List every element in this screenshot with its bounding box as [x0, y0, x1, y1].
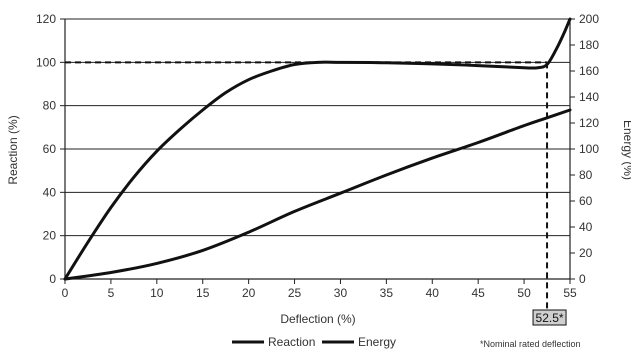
x-tick-label: 25 [288, 286, 302, 300]
y2-tick-label: 120 [579, 116, 599, 130]
legend-label-energy: Energy [358, 335, 396, 349]
x-tick-label: 5 [108, 286, 115, 300]
y2-tick-label: 100 [579, 142, 599, 156]
x-axis-ticks: 0 5 10 15 20 25 30 35 40 45 50 55 [62, 279, 577, 300]
x-tick-label: 35 [380, 286, 394, 300]
y2-tick-label: 140 [579, 90, 599, 104]
nominal-deflection-callout [532, 309, 567, 326]
nominal-deflection-label: 52.5* [536, 311, 564, 325]
y2-axis-label: Energy (%) [621, 120, 631, 180]
legend-label-reaction: Reaction [268, 335, 315, 349]
y2-tick-label: 0 [579, 272, 586, 286]
footnote: *Nominal rated deflection [480, 339, 581, 349]
y-tick-label: 120 [36, 12, 56, 26]
y-tick-label: 0 [49, 272, 56, 286]
legend: Reaction Energy [232, 335, 396, 349]
x-tick-label: 15 [196, 286, 210, 300]
y-tick-label: 20 [43, 229, 57, 243]
y2-tick-label: 20 [579, 246, 593, 260]
y-axis-label: Reaction (%) [6, 115, 20, 184]
y2-tick-label: 200 [579, 12, 599, 26]
y-tick-label: 80 [43, 99, 57, 113]
y2-tick-label: 180 [579, 38, 599, 52]
y-tick-label: 40 [43, 185, 57, 199]
y2-tick-label: 40 [579, 220, 593, 234]
x-tick-label: 55 [563, 286, 577, 300]
reference-lines: 52.5* [65, 61, 567, 326]
x-tick-label: 20 [242, 286, 256, 300]
x-axis-label: Deflection (%) [280, 312, 355, 326]
y2-tick-label: 60 [579, 194, 593, 208]
x-tick-label: 45 [472, 286, 486, 300]
y2-tick-label: 160 [579, 64, 599, 78]
x-tick-label: 50 [517, 286, 531, 300]
x-tick-label: 10 [150, 286, 164, 300]
x-tick-label: 0 [62, 286, 69, 300]
y-axis-ticks: 0 20 40 60 80 100 120 [36, 12, 65, 286]
series-line-energy [63, 108, 572, 281]
y2-axis-ticks: 0 20 40 60 80 100 120 140 160 180 200 [570, 12, 599, 286]
y-tick-label: 60 [43, 142, 57, 156]
y-tick-label: 100 [36, 55, 56, 69]
y2-tick-label: 80 [579, 168, 593, 182]
x-tick-label: 40 [426, 286, 440, 300]
x-tick-label: 30 [334, 286, 348, 300]
